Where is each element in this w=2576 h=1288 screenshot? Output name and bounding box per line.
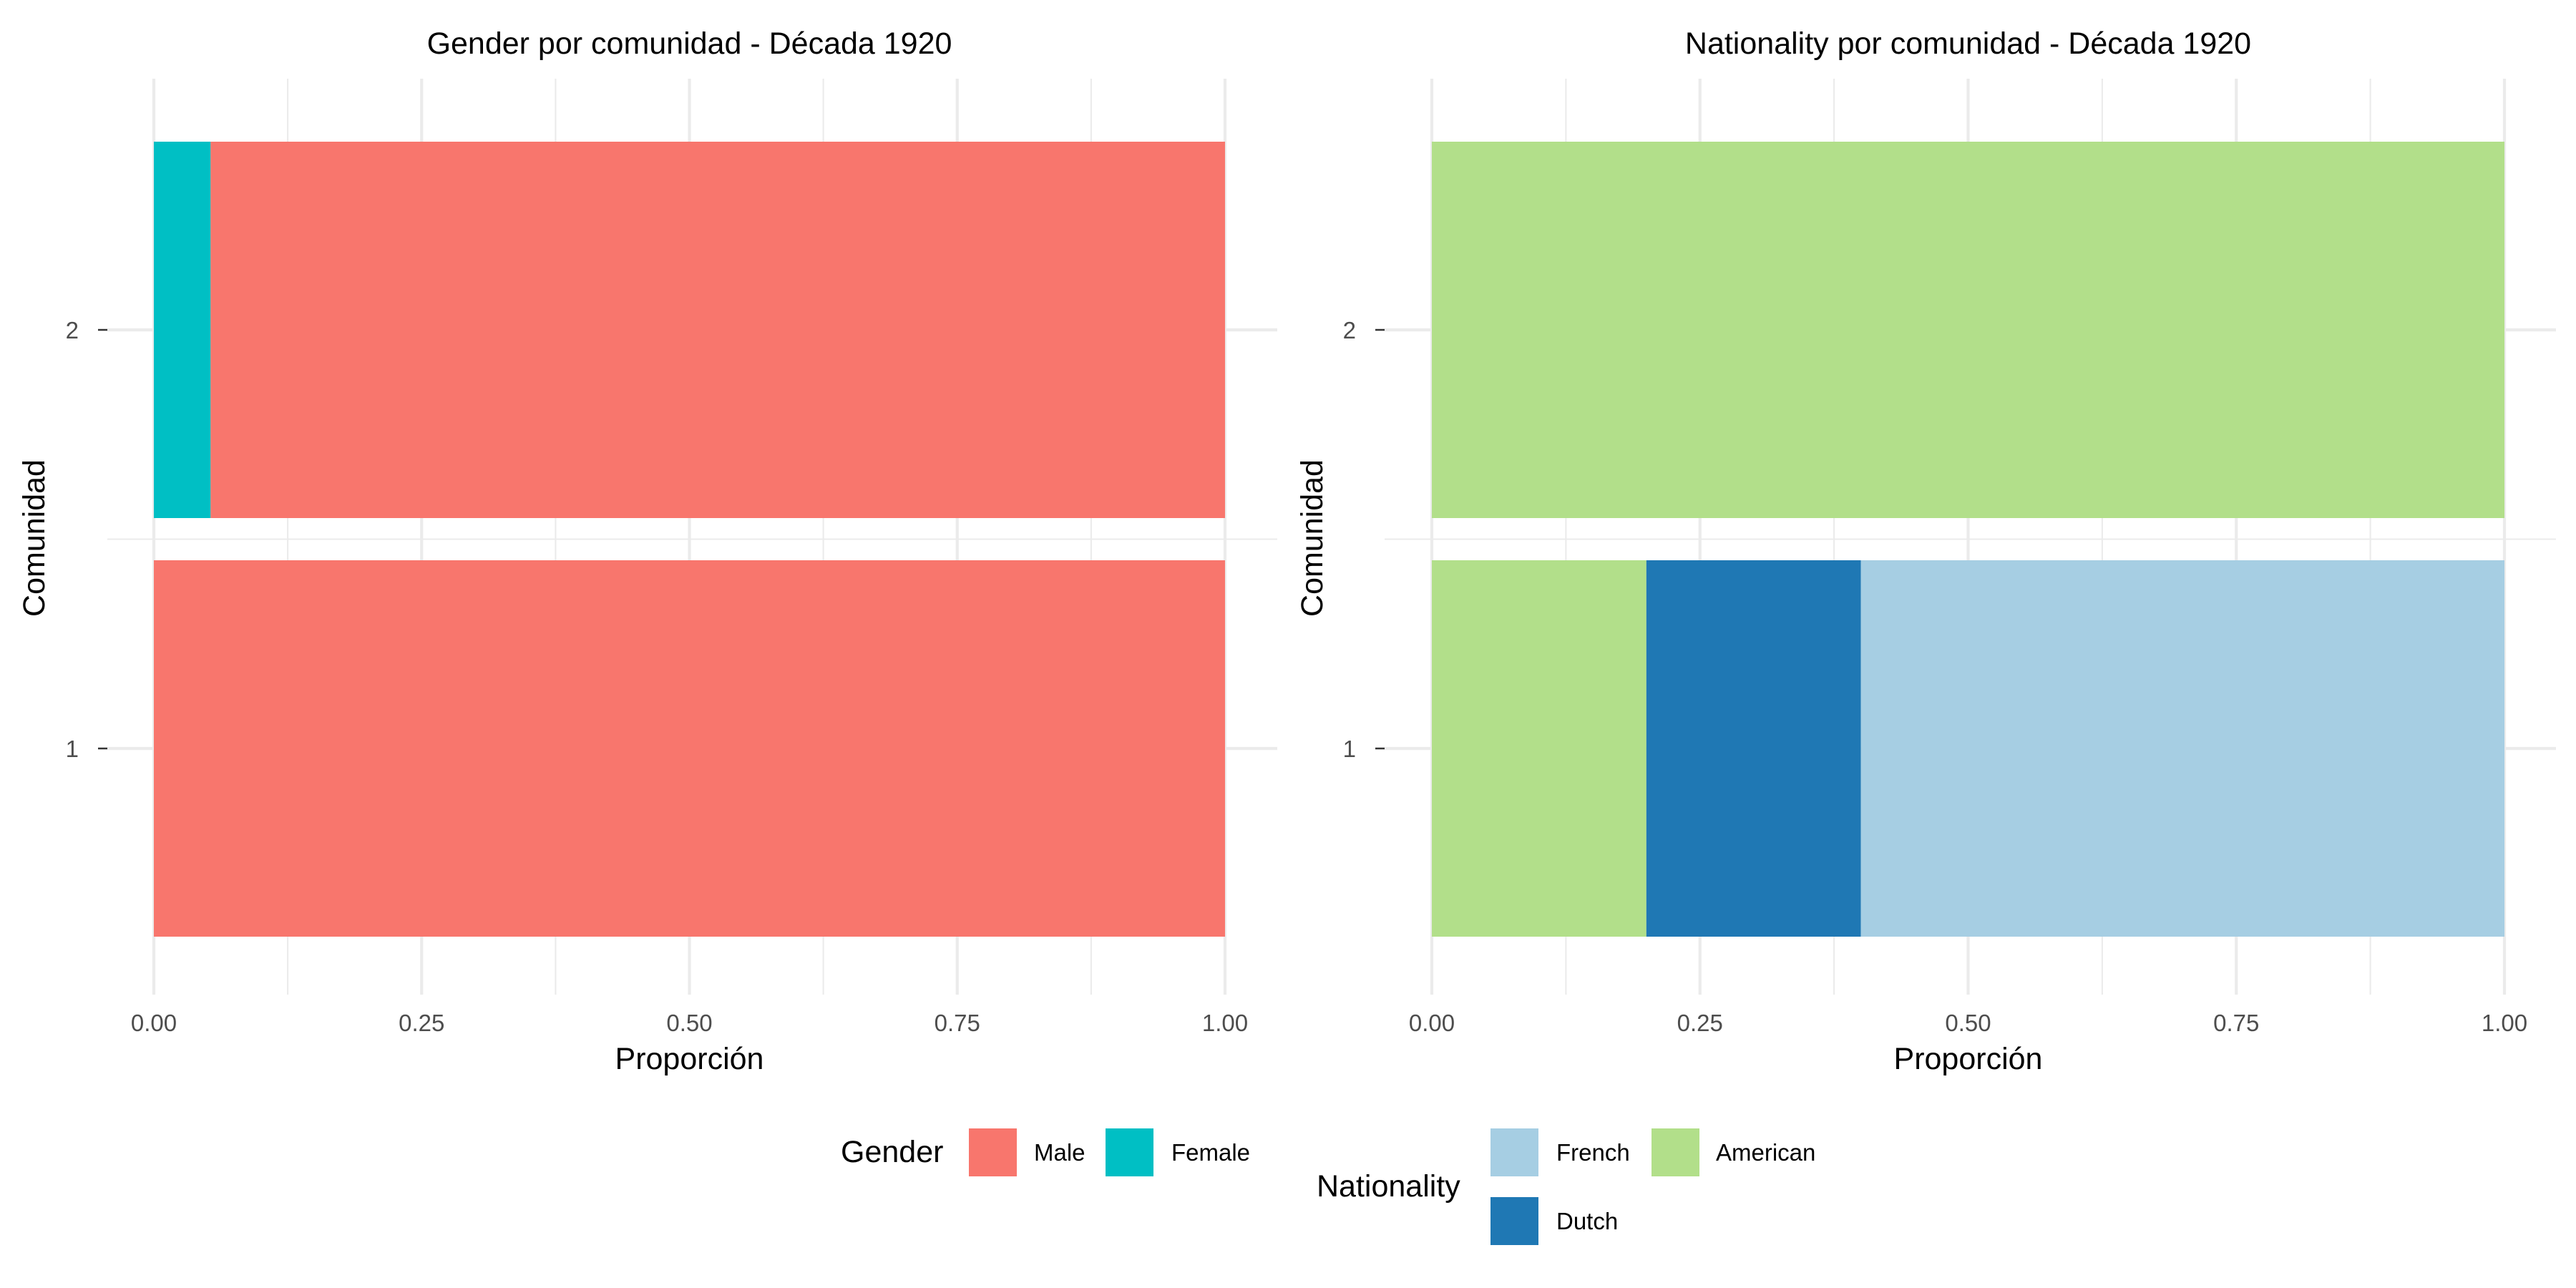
legend-title-gender: Gender bbox=[841, 1135, 943, 1169]
legend-label-french: French bbox=[1556, 1139, 1630, 1166]
legend-key-dutch bbox=[1491, 1197, 1538, 1245]
y-tick-label: 2 bbox=[1343, 317, 1356, 343]
x-tick-label: 0.50 bbox=[666, 1010, 712, 1036]
legend-label-male: Male bbox=[1034, 1139, 1085, 1166]
legend-label-female: Female bbox=[1171, 1139, 1250, 1166]
x-tick-label: 0.00 bbox=[131, 1010, 177, 1036]
bar-segment-french-comunidad-1 bbox=[1860, 560, 2504, 937]
bar-segment-dutch-comunidad-1 bbox=[1646, 560, 1861, 937]
y-tick-label: 1 bbox=[1343, 736, 1356, 762]
y-tick-label: 1 bbox=[66, 736, 79, 762]
x-tick-label: 1.00 bbox=[1202, 1010, 1248, 1036]
chart-title: Gender por comunidad - Década 1920 bbox=[427, 26, 952, 61]
y-axis-title: Comunidad bbox=[17, 459, 52, 617]
bar-segment-male-comunidad-2 bbox=[210, 142, 1225, 518]
x-tick-label: 0.75 bbox=[935, 1010, 980, 1036]
legend-label-dutch: Dutch bbox=[1556, 1208, 1618, 1234]
chart-title: Nationality por comunidad - Década 1920 bbox=[1685, 26, 2251, 61]
y-axis-title: Comunidad bbox=[1295, 459, 1330, 617]
x-tick-label: 0.75 bbox=[2213, 1010, 2259, 1036]
legend-label-american: American bbox=[1716, 1139, 1815, 1166]
legend-key-french bbox=[1491, 1128, 1538, 1176]
x-tick-label: 1.00 bbox=[2482, 1010, 2527, 1036]
x-axis-title: Proporción bbox=[1894, 1042, 2043, 1076]
y-tick-label: 2 bbox=[66, 317, 79, 343]
x-tick-label: 0.00 bbox=[1409, 1010, 1455, 1036]
x-axis-title: Proporción bbox=[615, 1042, 764, 1076]
bar-segment-american-comunidad-2 bbox=[1432, 142, 2504, 518]
x-tick-label: 0.25 bbox=[1677, 1010, 1723, 1036]
legend-key-male bbox=[969, 1128, 1017, 1176]
bar-segment-female-comunidad-2 bbox=[154, 142, 211, 518]
bar-segment-american-comunidad-1 bbox=[1432, 560, 1646, 937]
legend-key-female bbox=[1106, 1128, 1153, 1176]
x-tick-label: 0.25 bbox=[399, 1010, 444, 1036]
x-tick-label: 0.50 bbox=[1945, 1010, 1991, 1036]
legend-key-american bbox=[1652, 1128, 1699, 1176]
bar-segment-male-comunidad-1 bbox=[154, 560, 1225, 937]
legend-title-nationality: Nationality bbox=[1317, 1169, 1460, 1204]
